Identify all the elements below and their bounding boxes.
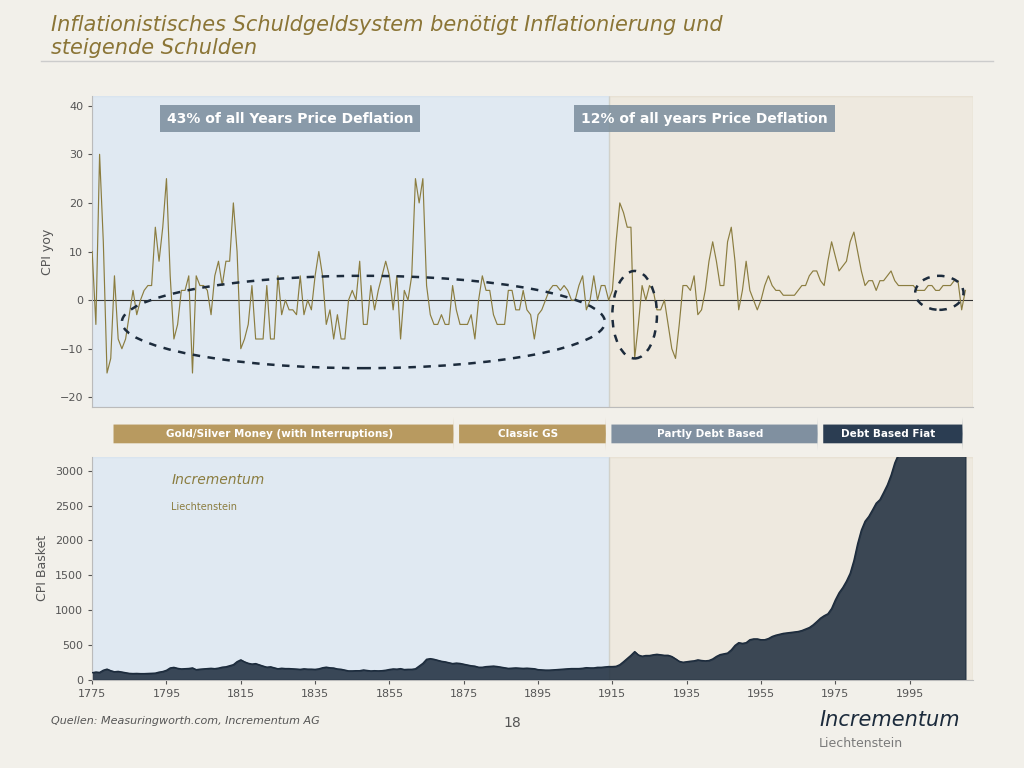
Text: 12% of all years Price Deflation: 12% of all years Price Deflation (581, 111, 827, 125)
Text: Inflationistisches Schuldgeldsystem benötigt Inflationierung und: Inflationistisches Schuldgeldsystem benö… (51, 15, 723, 35)
Text: steigende Schulden: steigende Schulden (51, 38, 257, 58)
Text: Gold/Silver Money (with Interruptions): Gold/Silver Money (with Interruptions) (166, 429, 392, 439)
Text: Partly Debt Based: Partly Debt Based (657, 429, 763, 439)
Text: Classic GS: Classic GS (498, 429, 558, 439)
Text: 43% of all Years Price Deflation: 43% of all Years Price Deflation (167, 111, 414, 125)
Bar (608, 457, 973, 680)
Text: 18: 18 (503, 716, 521, 730)
Text: Liechtenstein: Liechtenstein (819, 737, 903, 750)
Y-axis label: CPI yoy: CPI yoy (41, 228, 54, 275)
Y-axis label: CPI Basket: CPI Basket (37, 535, 49, 601)
Bar (92, 457, 608, 680)
Text: Liechtenstein: Liechtenstein (171, 502, 238, 511)
Text: Debt Based Fiat: Debt Based Fiat (842, 429, 936, 439)
Bar (608, 96, 973, 407)
Text: Incrementum: Incrementum (819, 710, 959, 730)
Text: Quellen: Measuringworth.com, Incrementum AG: Quellen: Measuringworth.com, Incrementum… (51, 716, 319, 726)
Bar (92, 96, 608, 407)
Text: Incrementum: Incrementum (171, 472, 264, 487)
